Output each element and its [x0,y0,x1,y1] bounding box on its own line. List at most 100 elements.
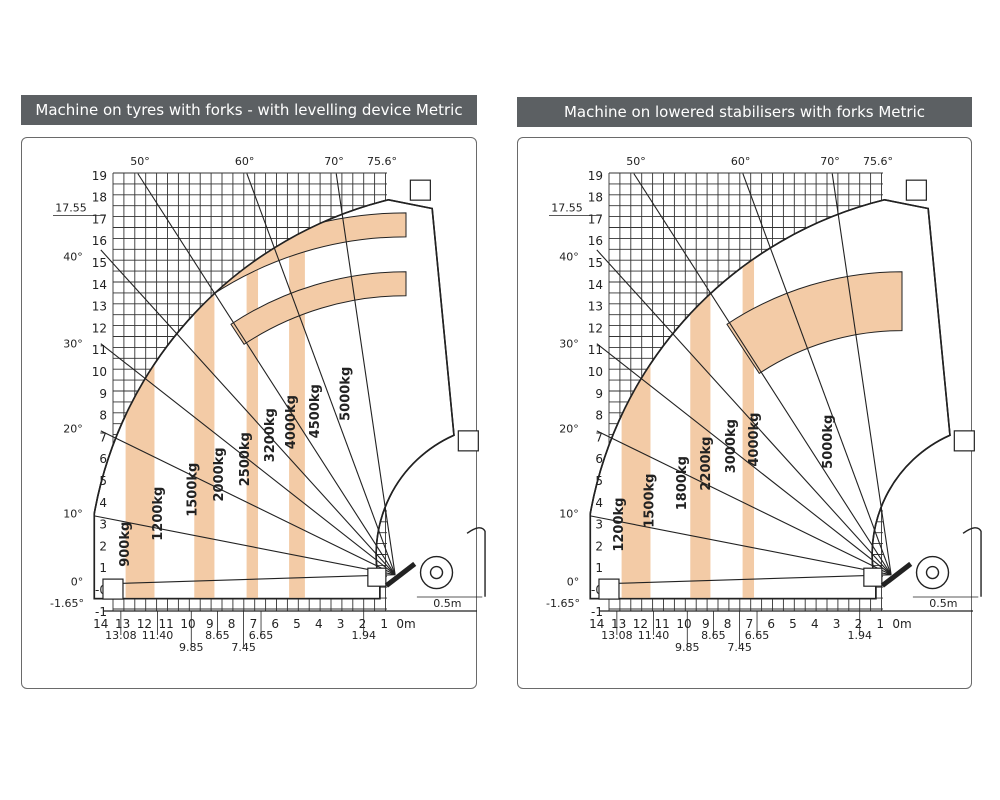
x-tick-label: 14 [93,617,108,631]
load-zone-arc [230,271,407,345]
x-tick-label: 1 [380,617,388,631]
y-tick-label: 11 [92,343,107,357]
load-zone-label: 1200kg [612,498,627,552]
angle-rays [94,173,396,585]
x-tick-label: 13 [115,617,130,631]
angle-ray [246,173,396,575]
angle-rays [590,173,892,585]
angle-label: 70° [324,155,344,168]
cab-outline [962,527,982,597]
y-tick-label: 13 [92,300,107,314]
x-tick-label: 13 [611,617,626,631]
x-tick-label: 2 [359,617,367,631]
angle-label: 0° [567,575,580,588]
load-zone-label: 3000kg [724,419,739,473]
x-tick-label: 8 [724,617,732,631]
y-tick-label: 7 [595,430,603,444]
angle-label: 20° [63,423,83,436]
angle-label: 30° [559,338,579,351]
reach-envelope-outline [93,198,455,600]
load-zone-label: 1200kg [151,487,166,541]
wheel-hub [925,565,940,580]
angle-ray [100,249,396,576]
y-tick-label: 5 [595,474,603,488]
y-tick-label: 13 [588,300,603,314]
x-tick-label: 9 [206,617,214,631]
load-zone-band [742,199,755,599]
angle-ray [614,574,892,585]
x-tick-label: 5 [789,617,797,631]
y-tick-label: 15 [92,256,107,270]
y-tick-label: 9 [99,387,107,401]
load-zone-label: 2200kg [699,436,714,490]
y-tick-label: -0 [591,583,603,597]
load-zone-label: 1500kg [642,474,657,528]
load-zone-label: 1800kg [675,456,690,510]
y-tick-label: 14 [588,278,603,292]
y-tick-label: 16 [92,234,107,248]
y-tick-label: 6 [99,452,107,466]
x-tick-label: 6 [767,617,775,631]
load-zone-label: 2500kg [238,432,253,486]
load-zone-label: 1500kg [186,463,201,517]
x-minor-label: 11.40 [638,629,670,642]
y-tick-label: 4 [595,496,603,510]
y-tick-label: 9 [595,387,603,401]
angle-ray [596,249,892,576]
x-minor-label: 1.94 [351,629,376,642]
fork-box [102,578,124,600]
y-tick-label: 6 [595,452,603,466]
fork-box [409,179,431,201]
x-tick-label: 9 [702,617,710,631]
load-zone-label: 5000kg [821,415,836,469]
fork-box [953,430,975,452]
scale-label: 0.5m [433,597,461,610]
angle-label: 20° [559,423,579,436]
x-minor-label: 13.08 [105,629,137,642]
x-tick-label: 7 [250,617,258,631]
angle-ray [335,173,396,575]
x-tick-label: 5 [293,617,301,631]
x-minor-label: 8.65 [205,629,230,642]
y-tick-label: 3 [595,518,603,532]
x-tick-label: 2 [855,617,863,631]
angle-ray [742,173,892,575]
fork-box [905,179,927,201]
y-tick-label: 19 [588,169,603,183]
y-tick-label: 10 [588,365,603,379]
load-zone-labels: 1200kg 1500kg 1800kg 2200kg 3000kg 4000kg 5000… [612,413,836,552]
angle-label: 70° [820,155,840,168]
angle-label: 10° [559,508,579,521]
x-tick-label: 8 [228,617,236,631]
y-tick-label: -0 [95,583,107,597]
y-tick-label: 8 [99,409,107,423]
x-tick-label: 1 [876,617,884,631]
load-zone-label: 4000kg [747,413,762,467]
x-tick-label: 11 [655,617,670,631]
y-tick-label: 3 [99,518,107,532]
angle-label: 60° [731,155,751,168]
load-zone-arc [726,271,903,375]
y-tick-label: -1 [95,605,107,619]
angle-ray [590,515,892,576]
x-tick-label: 11 [159,617,174,631]
reach-envelope-outline [589,198,951,600]
x-minor-label: 13.08 [601,629,633,642]
load-zone-label: 5000kg [338,367,353,421]
angle-label: 40° [559,250,579,263]
angle-label: 30° [63,338,83,351]
x-tick-label: 4 [811,617,819,631]
x-minor-label: 6.65 [249,629,274,642]
load-zone-label: 900kg [118,522,133,567]
x-minor-label: 7.45 [231,641,256,654]
x-minor-label: 6.65 [745,629,770,642]
load-chart-tyres: -1-012345678910111213141516171819-1.65°0… [50,155,486,654]
x-tick-label: 4 [315,617,323,631]
y-tick-label: 2 [595,539,603,553]
y-tick-label: 1 [99,561,107,575]
y-tick-label: 2 [99,539,107,553]
angle-label: 75.6° [863,155,893,168]
angle-ray [596,430,892,576]
y-tick-label: 11 [588,343,603,357]
x-tick-label: 12 [137,617,152,631]
